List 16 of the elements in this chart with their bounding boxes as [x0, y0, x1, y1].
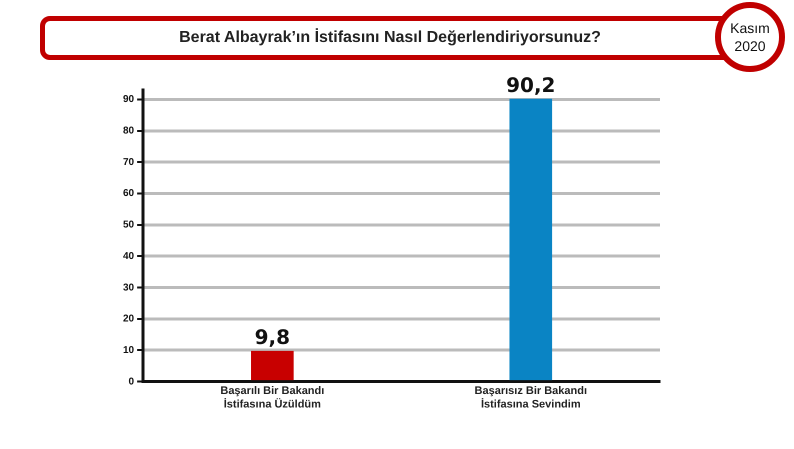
y-tick-label: 70 [123, 156, 135, 168]
text: Kasım 2020 [715, 2, 785, 72]
y-tick-label: 0 [128, 376, 135, 388]
y-tick-label: 90 [123, 94, 135, 106]
y-tick-label: 50 [123, 220, 135, 231]
y-tick-label: 40 [123, 250, 135, 262]
y-tick-label: 20 [123, 314, 135, 325]
x-tick-label: Başarısız Bir Bakandı İstifasına Sevindim [474, 385, 588, 410]
x-tick-label: Başarılı Bir Bakandı İstifasına Üzüldüm [220, 385, 324, 410]
data-label: 90,2 [506, 72, 556, 97]
y-tick-label: 30 [123, 282, 135, 294]
y-tick-label: 60 [123, 188, 135, 200]
chart-title: Berat Albayrak’ın İstifasını Nasıl Değerlendiriyorsunuz? [179, 29, 601, 46]
y-tick-label: 80 [123, 126, 135, 137]
y-tick-label: 10 [123, 344, 135, 356]
data-label: 9,8 [254, 325, 290, 350]
